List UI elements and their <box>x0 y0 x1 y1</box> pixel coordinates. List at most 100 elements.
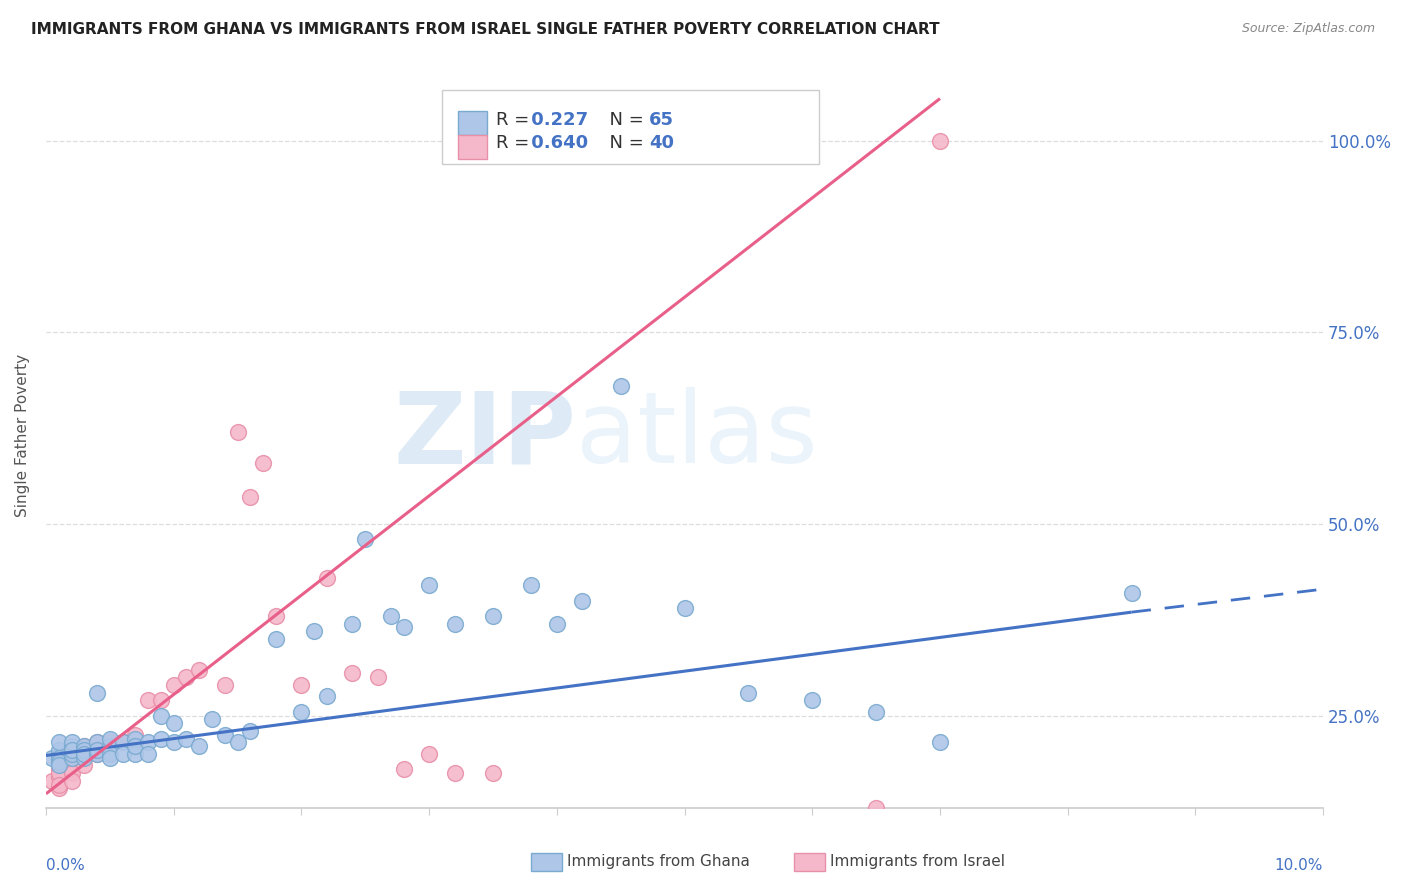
Point <box>124 739 146 754</box>
Point <box>342 666 364 681</box>
Point <box>60 762 83 776</box>
Point <box>98 747 121 761</box>
Point <box>111 735 134 749</box>
Point <box>302 624 325 639</box>
Point <box>48 781 70 796</box>
Point <box>149 731 172 746</box>
Point <box>163 735 186 749</box>
Text: Source: ZipAtlas.com: Source: ZipAtlas.com <box>1241 22 1375 36</box>
Text: 0.0%: 0.0% <box>46 858 84 873</box>
Point <box>41 751 63 765</box>
Point <box>609 379 631 393</box>
Text: 10.0%: 10.0% <box>1275 858 1323 873</box>
Text: Immigrants from Ghana: Immigrants from Ghana <box>567 855 749 869</box>
Point <box>60 751 83 765</box>
Point <box>60 739 83 754</box>
Point <box>136 693 159 707</box>
Text: IMMIGRANTS FROM GHANA VS IMMIGRANTS FROM ISRAEL SINGLE FATHER POVERTY CORRELATIO: IMMIGRANTS FROM GHANA VS IMMIGRANTS FROM… <box>31 22 939 37</box>
Point <box>149 693 172 707</box>
Point <box>392 762 415 776</box>
Point <box>60 773 83 788</box>
Point <box>342 616 364 631</box>
Point <box>124 747 146 761</box>
Point <box>86 685 108 699</box>
Point <box>546 616 568 631</box>
Point <box>316 571 339 585</box>
Point <box>48 770 70 784</box>
Point <box>865 705 887 719</box>
Point <box>214 728 236 742</box>
Point <box>163 678 186 692</box>
Point <box>124 728 146 742</box>
Point <box>86 743 108 757</box>
Point <box>264 632 287 646</box>
Point <box>571 593 593 607</box>
Point <box>149 708 172 723</box>
Point <box>865 800 887 814</box>
Point <box>73 747 96 761</box>
Text: ZIP: ZIP <box>394 387 576 484</box>
Point <box>111 735 134 749</box>
Point <box>1121 586 1143 600</box>
Point <box>98 739 121 754</box>
Point <box>252 456 274 470</box>
Point <box>73 743 96 757</box>
Point <box>226 425 249 439</box>
Point <box>60 743 83 757</box>
Point <box>801 693 824 707</box>
Point <box>737 685 759 699</box>
Point <box>380 609 402 624</box>
Point <box>86 735 108 749</box>
Point <box>60 747 83 761</box>
Point <box>176 670 198 684</box>
Text: Immigrants from Israel: Immigrants from Israel <box>830 855 1004 869</box>
FancyBboxPatch shape <box>458 111 486 135</box>
Point <box>73 747 96 761</box>
Point <box>443 766 465 780</box>
Point <box>73 739 96 754</box>
Point <box>136 747 159 761</box>
Point <box>392 620 415 634</box>
Point <box>86 747 108 761</box>
FancyBboxPatch shape <box>458 136 486 160</box>
FancyBboxPatch shape <box>441 90 818 164</box>
Point <box>136 735 159 749</box>
Point <box>48 778 70 792</box>
Point <box>264 609 287 624</box>
Point <box>418 747 440 761</box>
Point <box>188 739 211 754</box>
Point <box>48 743 70 757</box>
Point <box>48 762 70 776</box>
Point <box>98 735 121 749</box>
Point <box>48 758 70 772</box>
Point <box>290 705 312 719</box>
Point <box>73 739 96 754</box>
Point <box>443 616 465 631</box>
Point <box>354 533 377 547</box>
Point <box>929 735 952 749</box>
Text: R =: R = <box>495 111 534 129</box>
Point <box>48 735 70 749</box>
Point <box>290 678 312 692</box>
Point <box>86 735 108 749</box>
Point <box>993 835 1015 849</box>
Point <box>520 578 543 592</box>
Point <box>226 735 249 749</box>
Point <box>73 751 96 765</box>
Point <box>60 735 83 749</box>
Point <box>48 747 70 761</box>
Point <box>163 716 186 731</box>
Text: 0.227: 0.227 <box>524 111 588 129</box>
Point <box>201 713 224 727</box>
Point <box>73 758 96 772</box>
Point <box>60 766 83 780</box>
Point <box>48 751 70 765</box>
Y-axis label: Single Father Poverty: Single Father Poverty <box>15 354 30 517</box>
Point <box>48 755 70 769</box>
Point <box>73 751 96 765</box>
Point <box>482 609 505 624</box>
Text: 65: 65 <box>648 111 673 129</box>
Point <box>418 578 440 592</box>
Point <box>111 747 134 761</box>
Point <box>98 731 121 746</box>
